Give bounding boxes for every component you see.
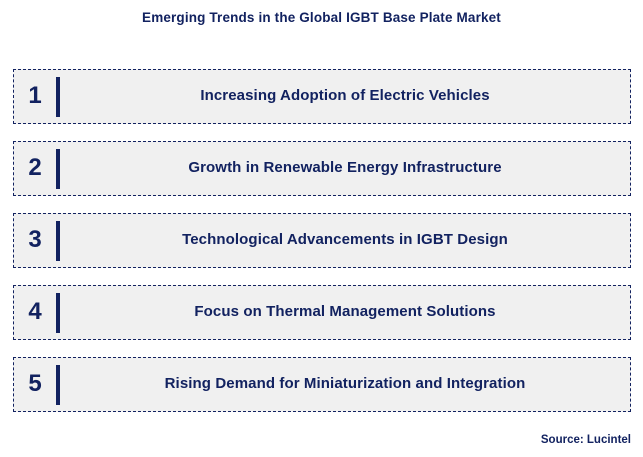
page-title: Emerging Trends in the Global IGBT Base …	[142, 10, 501, 25]
vertical-divider-icon	[56, 292, 60, 333]
list-item[interactable]: 4 Focus on Thermal Management Solutions	[13, 285, 631, 340]
vertical-divider-icon	[56, 76, 60, 117]
vertical-divider-icon	[56, 364, 60, 405]
trend-number: 2	[28, 153, 42, 181]
trend-number: 1	[28, 81, 42, 109]
source-attribution: Source: Lucintel	[540, 434, 631, 446]
list-item[interactable]: 1 Increasing Adoption of Electric Vehicl…	[13, 69, 631, 124]
vertical-divider-icon	[56, 220, 60, 261]
trend-number: 4	[28, 297, 42, 325]
trend-label: Growth in Renewable Energy Infrastructur…	[188, 159, 502, 176]
trend-label: Technological Advancements in IGBT Desig…	[182, 231, 508, 248]
trend-list: 1 Increasing Adoption of Electric Vehicl…	[13, 69, 631, 412]
trend-label: Increasing Adoption of Electric Vehicles	[200, 87, 490, 104]
vertical-divider-icon	[56, 148, 60, 189]
trend-number: 3	[28, 225, 42, 253]
list-item[interactable]: 3 Technological Advancements in IGBT Des…	[13, 213, 631, 268]
list-item[interactable]: 2 Growth in Renewable Energy Infrastruct…	[13, 141, 631, 196]
list-item[interactable]: 5 Rising Demand for Miniaturization and …	[13, 357, 631, 412]
trend-number: 5	[28, 369, 42, 397]
trend-label: Focus on Thermal Management Solutions	[194, 303, 496, 320]
trend-label: Rising Demand for Miniaturization and In…	[164, 375, 526, 392]
